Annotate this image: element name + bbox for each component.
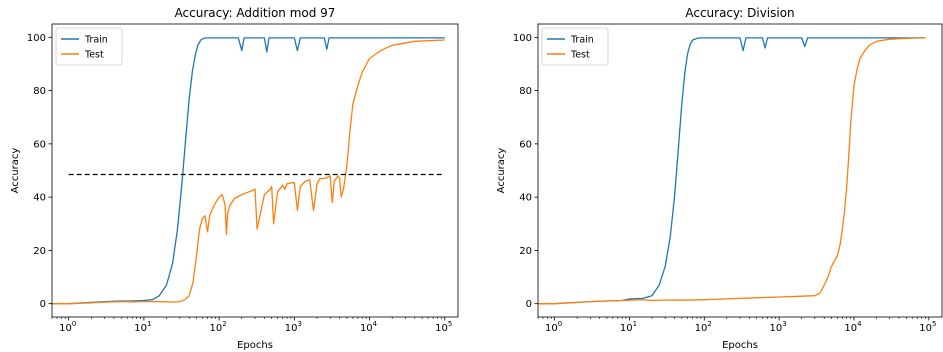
chart2-y-tick-label: 0 [526, 299, 532, 310]
chart2-group: 100 101 102 103 104 105 0 20 40 60 80 100 Accuracy: … [496, 6, 943, 351]
chart1-x-tick-label: 100 [59, 320, 76, 334]
chart1-legend-box [55, 27, 123, 66]
chart1-y-axis-label: Accuracy [10, 148, 21, 194]
chart1-title: Accuracy: Addition mod 97 [175, 6, 336, 20]
chart1-legend-label-test: Test [84, 50, 104, 61]
chart2-x-tick-label: 101 [620, 320, 637, 334]
chart1-axes-frame [51, 23, 459, 318]
chart1-x-axis-label: Epochs [237, 340, 273, 351]
chart1-y-tick-label: 40 [33, 193, 46, 204]
chart2-y-tick-label: 100 [513, 33, 532, 44]
chart2-series-train [538, 37, 926, 305]
chart1-x-tick-label: 102 [210, 320, 227, 334]
chart1-legend: Train Test [55, 27, 123, 66]
chart2-x-axis-label: Epochs [722, 340, 758, 351]
chart2-x-tick-label: 105 [919, 320, 936, 334]
chart1-x-tick-label: 105 [435, 320, 452, 334]
chart1-x-tick-label: 104 [360, 320, 378, 334]
chart2-x-tick-label: 100 [545, 320, 562, 334]
chart2-legend-label-test: Test [570, 50, 590, 61]
chart2-y-axis-label: Accuracy [496, 148, 507, 194]
chart1-y-tick-label: 20 [33, 246, 46, 257]
chart2-x-tick-label: 102 [695, 320, 712, 334]
chart1-x-tick-label: 103 [285, 320, 302, 334]
chart1-series-test [52, 39, 445, 305]
chart2-axes-frame [537, 23, 943, 318]
chart1-y-tick-label: 80 [33, 86, 46, 97]
chart2-legend-box [541, 27, 609, 66]
chart2-x-tick-label: 103 [770, 320, 787, 334]
chart1-y-tick-label: 100 [27, 33, 46, 44]
chart1-x-tick-label: 101 [134, 320, 151, 334]
chart1-legend-label-train: Train [84, 35, 108, 46]
chart2-y-tick-label: 60 [519, 139, 532, 150]
chart2-legend: Train Test [541, 27, 609, 66]
chart2-y-tick-label: 80 [519, 86, 532, 97]
chart2-series-test [538, 37, 926, 305]
chart1-series-train [52, 37, 445, 305]
chart2-y-tick-label: 20 [519, 246, 532, 257]
chart2-x-tick-label: 104 [844, 320, 862, 334]
chart1-group: 100 101 102 103 104 105 0 20 40 60 80 100 Accuracy: … [10, 6, 459, 351]
chart2-y-tick-label: 40 [519, 193, 532, 204]
chart1-y-tick-label: 60 [33, 139, 46, 150]
chart1-y-tick-label: 0 [40, 299, 46, 310]
chart2-legend-label-train: Train [570, 35, 594, 46]
chart2-title: Accuracy: Division [685, 6, 794, 20]
